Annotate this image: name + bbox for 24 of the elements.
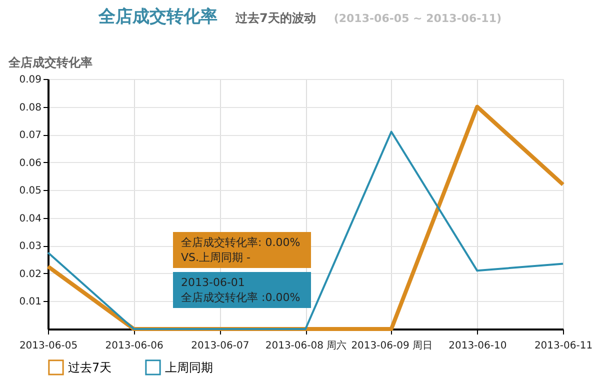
x-tick-label: 2013-06-07: [191, 340, 250, 352]
x-tick-label: 2013-06-05: [19, 340, 78, 352]
y-tick-label: 0.03: [19, 241, 42, 252]
y-tick-label: 0.09: [19, 74, 42, 86]
x-tick-label: 2013-06-09 周日: [351, 340, 432, 352]
y-tick-label: 0.04: [19, 213, 42, 224]
y-tick-label: 0.01: [19, 296, 42, 308]
x-tick-label: 2013-06-06: [105, 340, 164, 352]
x-tick-label: 2013-06-08 周六: [265, 340, 347, 352]
y-tick-label: 0.08: [19, 102, 42, 114]
y-tick-label: 0.07: [19, 130, 42, 142]
chart-title: 全店成交转化率: [98, 7, 218, 27]
tooltip-box: 全店成交转化率: 0.00% VS.上周同期 -: [173, 232, 311, 268]
legend-label: 上周同期: [165, 360, 213, 374]
y-tick-label: 0.05: [19, 186, 42, 197]
y-tick-label: 0.06: [19, 158, 42, 169]
chart-subtitle: 过去7天的波动: [235, 11, 316, 25]
x-tick-label: 2013-06-11: [534, 340, 593, 352]
text: (2013-06-05 ~ 2013-06-11): [334, 12, 502, 25]
x-tick-label: 2013-06-10: [448, 340, 507, 352]
legend-label: 过去7天: [68, 360, 112, 374]
tooltip-box: 2013-06-01 全店成交转化率 :0.00%: [173, 272, 311, 308]
y-axis-title: 全店成交转化率: [8, 56, 92, 70]
y-tick-label: 0.02: [19, 268, 42, 280]
